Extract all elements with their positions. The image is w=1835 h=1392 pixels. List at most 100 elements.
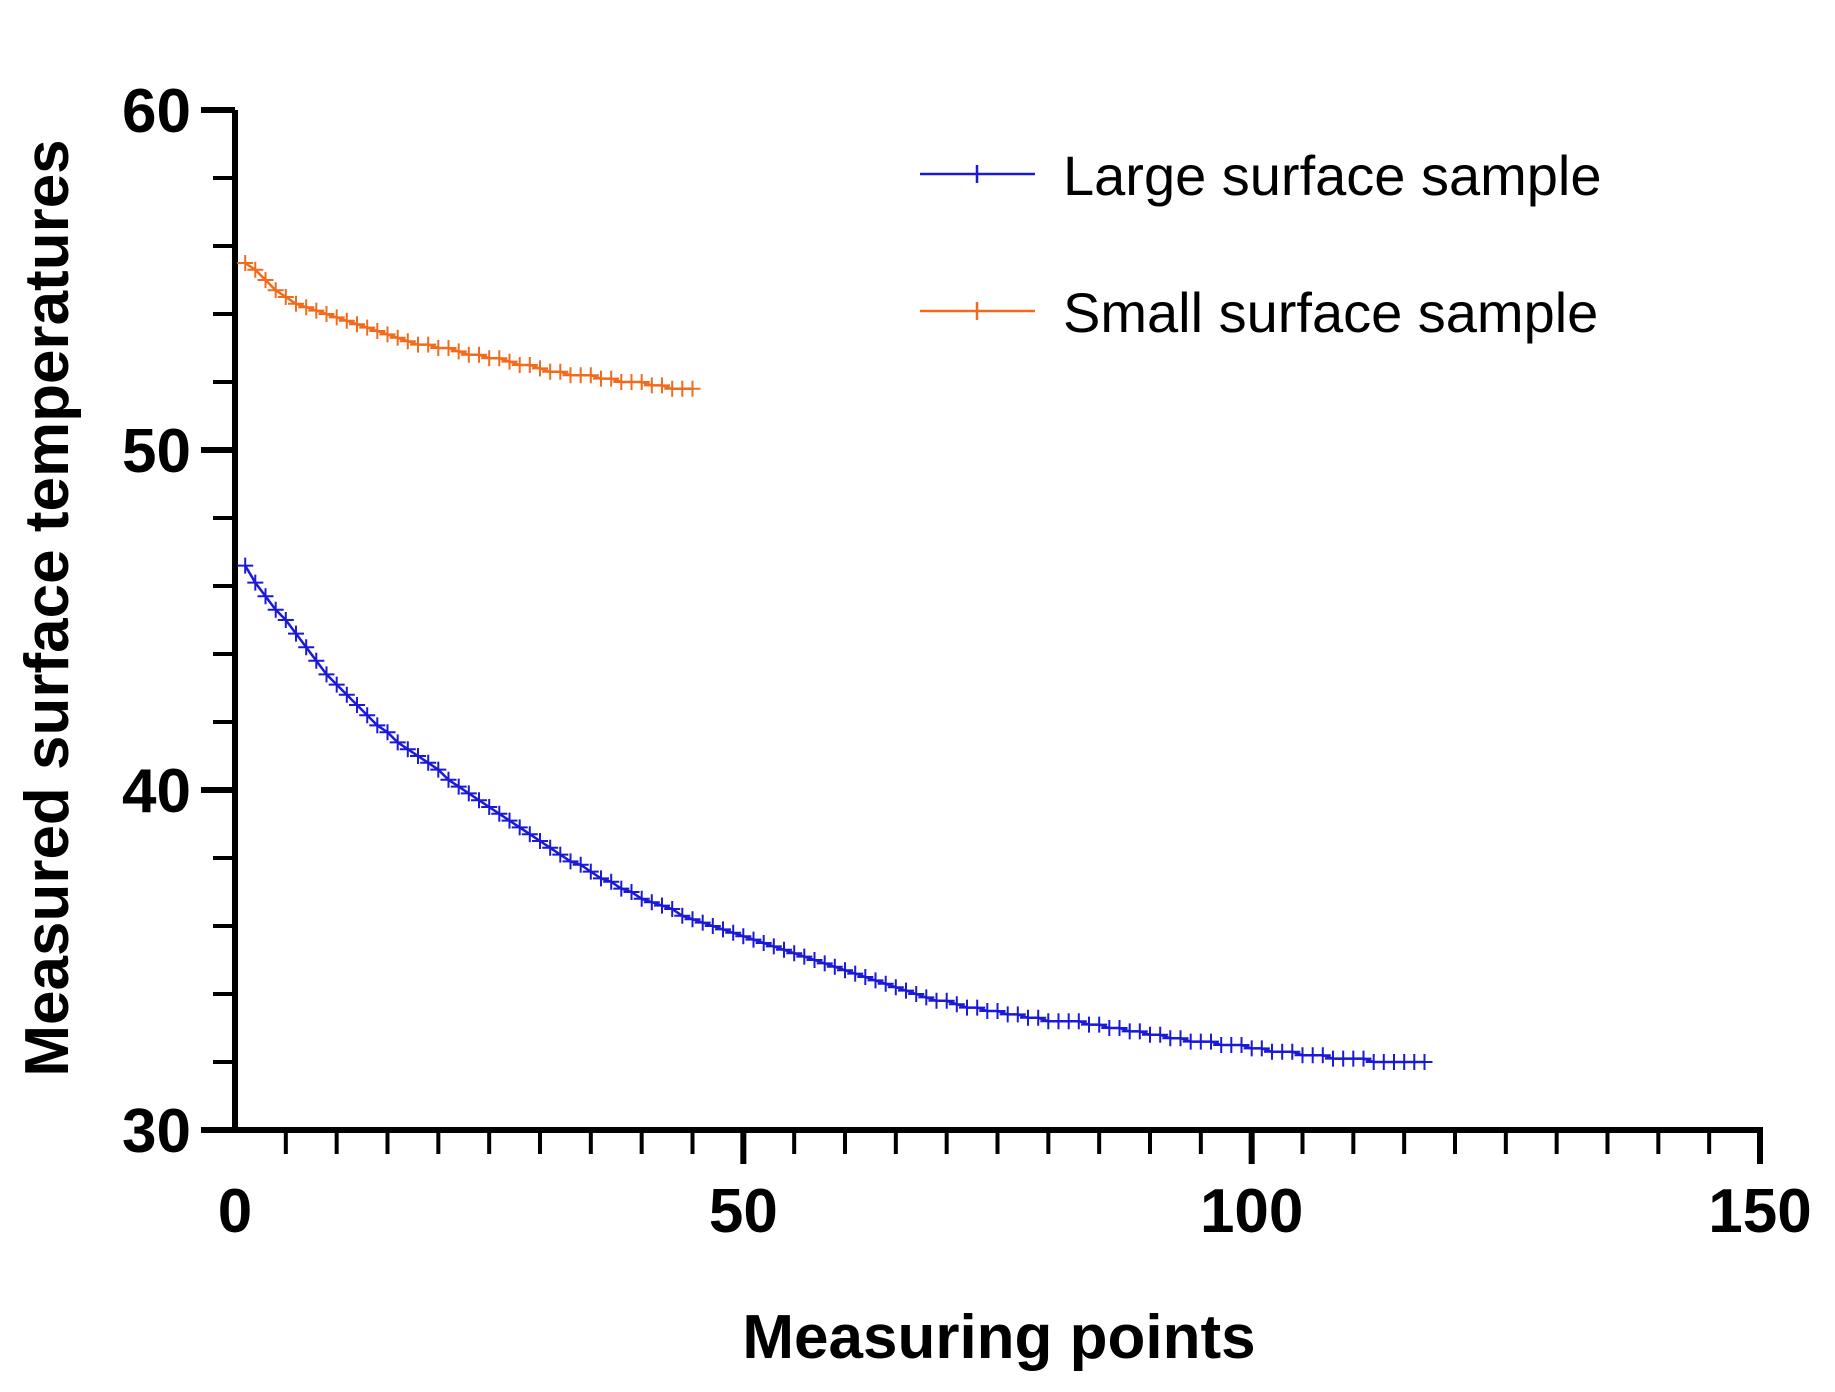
y-tick-label: 60 [122, 77, 191, 146]
data-point [552, 846, 569, 863]
data-point [633, 890, 650, 907]
x-tick-label: 150 [1708, 1177, 1811, 1246]
data-point [247, 261, 264, 278]
data-point [643, 894, 660, 911]
data-point [562, 853, 579, 870]
data-point [755, 935, 772, 951]
data-point [420, 754, 437, 771]
data-point [277, 289, 294, 305]
data-point [328, 676, 345, 693]
data-point [918, 989, 935, 1006]
data-point [460, 785, 477, 802]
data-point [501, 353, 518, 370]
data-point [521, 826, 538, 843]
data-point [816, 955, 833, 972]
data-point [277, 612, 294, 628]
data-point [582, 863, 599, 880]
data-point [867, 972, 884, 989]
data-point [399, 741, 416, 758]
data-point [674, 907, 691, 924]
data-point [989, 1003, 1006, 1019]
data-point [735, 928, 752, 945]
data-point [1172, 1030, 1189, 1047]
x-tick-label: 50 [709, 1177, 778, 1246]
data-point [471, 792, 487, 809]
data-point [237, 255, 254, 271]
data-point [1416, 1054, 1433, 1070]
data-point [349, 316, 365, 333]
data-point [450, 343, 467, 360]
data-point [694, 914, 711, 931]
data-point [440, 771, 457, 788]
data-point [582, 367, 599, 384]
data-point [796, 948, 813, 965]
y-tick-label: 50 [122, 417, 191, 486]
data-point [359, 707, 376, 724]
tick-marks [201, 107, 1763, 1164]
data-point [501, 812, 518, 829]
data-point [257, 272, 274, 288]
data-point [379, 326, 396, 343]
data-point [288, 295, 304, 312]
axes [232, 110, 1763, 1133]
data-point [908, 986, 925, 1002]
series-line [244, 564, 1425, 1064]
legend-label-small: Small surface sample [1063, 281, 1598, 344]
data-point [389, 329, 406, 346]
data-point [603, 873, 620, 890]
data-point [633, 374, 650, 390]
data-point [308, 302, 325, 319]
legend-label-large: Large surface sample [1063, 144, 1602, 207]
data-point [745, 931, 762, 948]
data-point [765, 938, 782, 955]
data-point [1233, 1037, 1250, 1053]
data-point [572, 856, 589, 873]
legend-item-large: Large surface sample [920, 144, 1602, 207]
data-point [471, 346, 487, 363]
data-point [603, 370, 620, 387]
data-point [1091, 1016, 1108, 1033]
data-point [1355, 1050, 1372, 1067]
data-point [826, 958, 843, 975]
data-point [389, 734, 406, 751]
data-point [1131, 1023, 1148, 1040]
data-point [257, 588, 274, 605]
data-point [1152, 1026, 1169, 1043]
data-point [938, 992, 955, 1009]
data-point [349, 697, 365, 713]
data-point [654, 377, 670, 394]
data-point [420, 336, 437, 353]
data-point [511, 819, 528, 836]
data-point [369, 323, 386, 339]
x-axis-title: Measuring points [742, 1303, 1255, 1372]
data-point [684, 911, 701, 928]
data-point [430, 761, 447, 778]
data-point [664, 901, 681, 917]
data-point [1070, 1013, 1087, 1030]
data-point [267, 282, 284, 299]
series-large [237, 557, 1433, 1070]
data-point [1030, 1009, 1047, 1026]
data-point [298, 639, 315, 656]
data-point [593, 870, 609, 887]
data-point [491, 805, 508, 822]
y-axis-title: Measured surface temperatures [13, 139, 82, 1076]
data-point [237, 557, 254, 574]
data-point [338, 312, 355, 329]
data-point [654, 897, 670, 914]
data-point [410, 748, 426, 764]
data-point [725, 924, 742, 941]
data-point [267, 601, 284, 618]
data-point [359, 319, 376, 336]
data-point [481, 799, 498, 815]
data-point [399, 333, 416, 350]
data-point [1284, 1043, 1301, 1060]
data-point [552, 363, 569, 380]
data-point [247, 574, 264, 591]
data-point [715, 921, 731, 938]
data-point [298, 299, 315, 316]
data-point [288, 625, 304, 642]
tick-labels: 0 50 100 150 30 40 50 60 [122, 77, 1812, 1246]
data-point [338, 686, 355, 703]
legend: Large surface sample Small surface sampl… [920, 144, 1602, 344]
